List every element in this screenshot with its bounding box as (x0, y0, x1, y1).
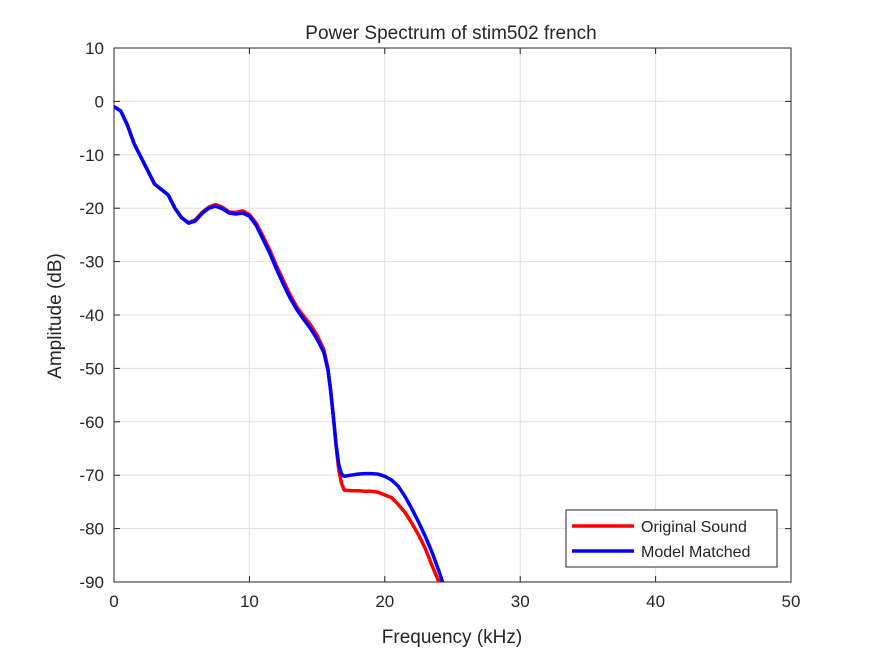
series-line-original-sound (114, 104, 441, 582)
y-tick-label: -40 (79, 306, 104, 325)
legend-label-model-matched: Model Matched (641, 544, 750, 561)
series-line-model-matched (114, 104, 445, 582)
x-tick-label: 20 (375, 592, 394, 611)
y-tick-label: -90 (79, 573, 104, 592)
axis-ticks: 0 10 20 30 40 50 10 0 -10 -20 -30 -40 -50 -60 -70 -80 -9… (79, 39, 800, 611)
chart-title: Power Spectrum of stim502 french (305, 23, 596, 44)
legend-box (565, 509, 778, 568)
y-tick-label: -70 (79, 466, 104, 485)
x-tick-label: 30 (511, 592, 530, 611)
series-lines (114, 104, 445, 582)
y-axis-label: Amplitude (dB) (45, 253, 66, 379)
y-tick-label: 0 (95, 92, 104, 111)
y-tick-label: -30 (79, 253, 104, 272)
y-tick-label: 10 (85, 39, 104, 58)
x-tick-label: 40 (646, 592, 665, 611)
x-tick-label: 50 (782, 592, 801, 611)
x-tick-label: 0 (109, 592, 118, 611)
legend-label-original-sound: Original Sound (641, 519, 747, 536)
y-tick-label: -20 (79, 199, 104, 218)
legend: Original Sound Model Matched (565, 509, 778, 568)
y-tick-label: -10 (79, 146, 104, 165)
x-axis-label: Frequency (kHz) (382, 627, 522, 648)
y-tick-label: -60 (79, 413, 104, 432)
y-tick-label: -50 (79, 359, 104, 378)
x-tick-label: 10 (240, 592, 259, 611)
y-tick-label: -80 (79, 520, 104, 539)
grid-lines (113, 47, 792, 583)
